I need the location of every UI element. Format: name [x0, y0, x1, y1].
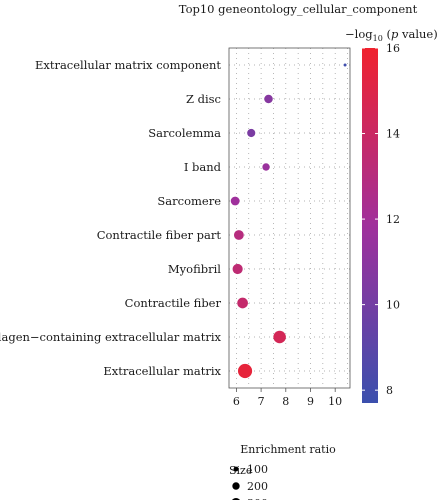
category-label: Z disc [186, 92, 221, 106]
data-point [237, 363, 253, 379]
category-label: Contractile fiber part [97, 228, 222, 242]
color-scale-label: 12 [386, 213, 400, 226]
color-scale-label: 10 [386, 299, 400, 312]
data-point [237, 297, 248, 309]
data-point [264, 94, 273, 104]
x-tick-label: 8 [282, 395, 289, 408]
size-legend-label: 100 [247, 463, 268, 476]
color-legend-title-subscript: 10 [373, 34, 383, 43]
data-point [273, 330, 286, 344]
category-label: Myofibril [168, 262, 221, 276]
x-tick-label: 7 [258, 395, 265, 408]
size-legend-label: 300 [247, 497, 268, 500]
data-point [247, 128, 256, 138]
category-label: Extracellular matrix [103, 364, 221, 378]
category-label: Contractile fiber [125, 296, 222, 310]
color-scale-bar [362, 48, 378, 403]
data-point [230, 196, 240, 206]
data-point [343, 63, 347, 67]
category-label: I band [184, 160, 222, 174]
category-label: Collagen−containing extracellular matrix [0, 330, 222, 344]
x-tick-label: 10 [328, 395, 342, 408]
x-axis-label: Enrichment ratio [240, 443, 336, 456]
color-scale-label: 8 [386, 384, 393, 397]
size-legend-label: 200 [247, 480, 268, 493]
x-axis-ticks: 6 7 8 9 10 [233, 388, 342, 408]
size-legend-dot [233, 466, 239, 472]
color-scale-label: 16 [386, 42, 400, 55]
grid [229, 48, 350, 388]
color-scale-label: 14 [386, 128, 400, 141]
color-legend-title-italic: p [391, 27, 399, 41]
data-points [230, 63, 347, 379]
x-tick-label: 6 [233, 395, 240, 408]
size-legend-dot [232, 482, 240, 490]
color-legend-title-rest: ( [383, 27, 391, 41]
color-legend-title-suffix: value) [398, 27, 437, 41]
category-label: Sarcomere [157, 194, 221, 208]
size-legend-items: 100 200 300 [232, 463, 268, 500]
category-label: Sarcolemma [148, 126, 221, 140]
color-scale-ticks: 8 10 12 14 16 [362, 42, 400, 397]
color-legend-title-prefix: −log [345, 27, 373, 41]
data-point [233, 230, 244, 240]
category-label: Extracellular matrix component [35, 58, 221, 72]
category-labels: Extracellular matrix component Z disc Sarc… [0, 58, 222, 378]
color-legend-title: −log10 (p value) [345, 27, 438, 43]
chart-title: Top10 geneontology_cellular_component [179, 2, 418, 16]
plot-frame [228, 47, 351, 389]
data-point [262, 163, 270, 171]
data-point [232, 263, 243, 275]
x-tick-label: 9 [307, 395, 314, 408]
size-legend: Size 100200300 [229, 463, 268, 500]
